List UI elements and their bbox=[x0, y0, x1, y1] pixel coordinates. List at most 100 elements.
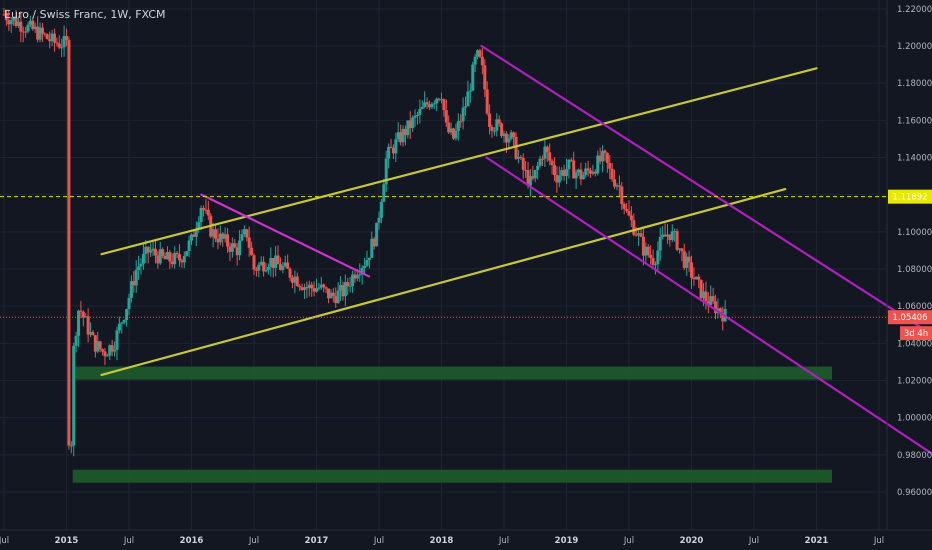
trendline bbox=[200, 193, 371, 278]
y-tick-label: 1.18000 bbox=[897, 79, 932, 89]
candle-body bbox=[507, 138, 511, 143]
candle-body bbox=[77, 310, 81, 336]
candle-body bbox=[199, 207, 203, 223]
candle-body bbox=[355, 275, 359, 279]
candle-body bbox=[60, 47, 64, 49]
candle-body bbox=[432, 103, 436, 105]
candle-body bbox=[50, 33, 54, 42]
candle-body bbox=[512, 132, 516, 137]
candle-body bbox=[653, 264, 657, 266]
candle-body bbox=[312, 288, 316, 292]
candle-body bbox=[235, 247, 239, 256]
candle-body bbox=[471, 64, 475, 91]
candle-body bbox=[685, 256, 689, 268]
candle-body bbox=[98, 341, 102, 350]
candle-body bbox=[14, 17, 18, 26]
candle-body bbox=[521, 157, 525, 170]
candle-body bbox=[497, 119, 501, 124]
support-zone bbox=[72, 469, 832, 483]
candle-body bbox=[72, 345, 76, 446]
candle-body bbox=[190, 234, 193, 241]
candle-body bbox=[581, 174, 585, 180]
candle-body bbox=[665, 234, 669, 237]
candle-body bbox=[281, 266, 285, 270]
y-tick-label: 1.10000 bbox=[897, 228, 932, 238]
candle-body bbox=[144, 246, 148, 254]
candle-body bbox=[709, 296, 713, 305]
candle-body bbox=[28, 20, 32, 25]
candle-body bbox=[7, 20, 11, 25]
candle-body bbox=[288, 268, 292, 278]
trendline bbox=[485, 156, 932, 455]
candle-body bbox=[48, 39, 52, 42]
candle-body bbox=[557, 175, 561, 183]
candle-body bbox=[389, 146, 393, 149]
candle-body bbox=[257, 264, 261, 271]
trendline bbox=[100, 187, 787, 377]
x-tick-label: Jul bbox=[623, 536, 634, 546]
candle-body bbox=[478, 50, 482, 57]
candle-body bbox=[519, 156, 523, 158]
candle-body bbox=[276, 255, 280, 265]
candle-body bbox=[230, 243, 234, 252]
candle-body bbox=[125, 309, 129, 321]
candle-body bbox=[452, 128, 456, 139]
candle-body bbox=[113, 349, 117, 352]
candle-body bbox=[182, 256, 186, 263]
candle-body bbox=[252, 255, 256, 270]
candle-body bbox=[74, 335, 78, 346]
candle-body bbox=[278, 264, 282, 270]
candle-body bbox=[661, 234, 665, 237]
candle-body bbox=[601, 150, 605, 162]
candle-body bbox=[677, 248, 681, 250]
candle-body bbox=[625, 208, 629, 211]
candle-body bbox=[339, 285, 343, 291]
candle-body bbox=[161, 249, 165, 256]
candle-body bbox=[62, 35, 66, 48]
candle-body bbox=[396, 132, 400, 140]
candle-body bbox=[319, 284, 323, 288]
candle-body bbox=[327, 288, 331, 299]
x-tick-label: Jul bbox=[498, 536, 509, 546]
candle-body bbox=[24, 31, 28, 33]
candle-body bbox=[177, 254, 181, 261]
candle-body bbox=[651, 257, 655, 265]
x-tick-label: Jul bbox=[748, 536, 759, 546]
candle-body bbox=[175, 252, 179, 255]
y-tick-label: 0.96000 bbox=[897, 488, 932, 498]
candle-body bbox=[33, 26, 37, 30]
x-tick-label: Jul bbox=[123, 536, 134, 546]
candle-body bbox=[714, 301, 718, 314]
x-tick-label: 2021 bbox=[805, 536, 829, 546]
y-tick-label: 1.06000 bbox=[897, 302, 932, 312]
candle-body bbox=[560, 170, 564, 176]
candle-body bbox=[639, 233, 643, 237]
candle-body bbox=[89, 332, 93, 335]
candle-body bbox=[488, 113, 492, 127]
candle-body bbox=[394, 139, 398, 154]
price-level-label: 1.11892 bbox=[892, 193, 927, 203]
candle-body bbox=[305, 287, 309, 289]
candle-body bbox=[300, 287, 304, 290]
candle-body bbox=[468, 90, 472, 92]
candle-body bbox=[242, 229, 246, 235]
candle-body bbox=[19, 21, 23, 32]
candle-body bbox=[65, 35, 68, 41]
candle-body bbox=[156, 255, 160, 264]
candle-body bbox=[533, 169, 537, 179]
candle-body bbox=[341, 285, 345, 297]
candle-body bbox=[91, 332, 95, 336]
candle-body bbox=[204, 209, 208, 211]
candle-body bbox=[480, 56, 484, 66]
candle-body bbox=[269, 257, 273, 267]
candle-body bbox=[464, 106, 468, 108]
candle-body bbox=[322, 284, 326, 288]
candle-body bbox=[274, 255, 278, 268]
candle-body bbox=[134, 270, 138, 286]
candle-body bbox=[577, 169, 581, 173]
candle-body bbox=[584, 168, 588, 175]
candle-body bbox=[637, 233, 641, 236]
y-tick-label: 1.22000 bbox=[897, 5, 932, 15]
candle-body bbox=[233, 243, 237, 248]
